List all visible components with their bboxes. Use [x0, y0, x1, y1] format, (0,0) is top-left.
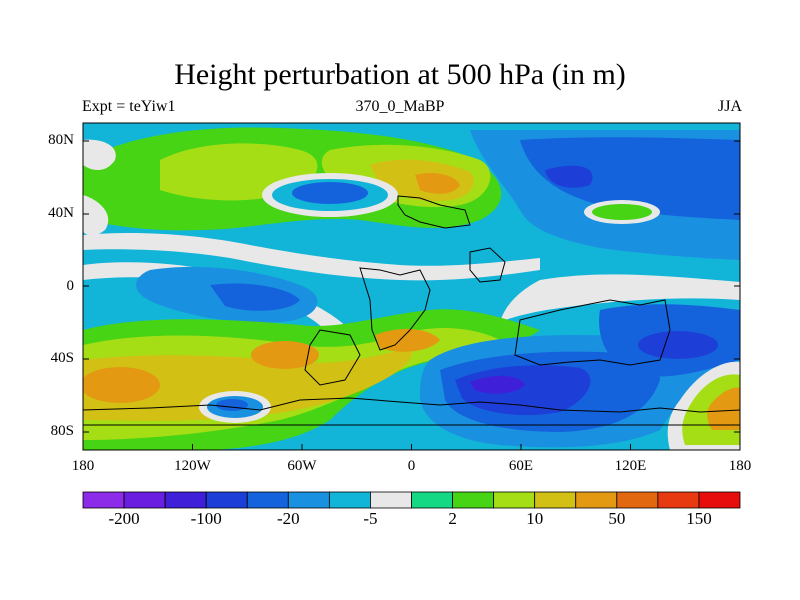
colorbar-swatch	[657, 491, 700, 509]
colorbar-swatch	[246, 491, 289, 509]
colorbar-label: 150	[686, 509, 712, 528]
latitude-label: 40S	[50, 350, 74, 367]
axis-ticks	[82, 140, 741, 450]
coastline-europe	[397, 195, 471, 229]
field-eurasia-low-core	[520, 137, 740, 220]
colorbar-swatch	[493, 491, 536, 509]
latitude-label: 80N	[48, 132, 74, 149]
contour-field	[83, 123, 740, 450]
field-australia-low-core	[638, 331, 718, 359]
longitude-label: 120E	[614, 458, 647, 474]
colorbar	[82, 491, 741, 509]
colorbar-swatch	[287, 491, 330, 509]
latitude-label: 0	[66, 277, 75, 294]
colorbar-swatch	[616, 491, 659, 509]
field-w-patch	[83, 195, 109, 236]
field-indian-low-peak	[470, 375, 525, 394]
field-npac-low-core	[292, 182, 368, 204]
coastline-africa	[359, 267, 431, 351]
season-label: JJA	[717, 98, 742, 115]
colorbar-swatch	[698, 491, 741, 509]
field-eurasia-low-peak	[545, 165, 593, 188]
colorbar-swatch	[123, 491, 166, 509]
colorbar-swatch	[328, 491, 371, 509]
colorbar-swatch	[534, 491, 577, 509]
longitude-label: 60W	[287, 458, 317, 474]
longitude-label: 180	[71, 458, 95, 474]
longitude-label: 60E	[508, 458, 534, 474]
colorbar-label: 2	[448, 509, 457, 528]
colorbar-label: -5	[363, 509, 378, 528]
coastline-south-america	[304, 329, 361, 386]
field-band-equator-north	[83, 233, 540, 281]
colorbar-swatch	[164, 491, 207, 509]
colorbar-label: -200	[108, 509, 140, 528]
coastlines	[83, 195, 740, 426]
colorbar-label: -20	[276, 509, 300, 528]
period-label: 370_0_MaBP	[355, 98, 445, 115]
colorbar-swatch	[452, 491, 495, 509]
field-south-high-peak-west	[83, 367, 160, 403]
colorbar-label: 10	[526, 509, 544, 528]
colorbar-label: -100	[190, 509, 222, 528]
field-se-high-core	[707, 387, 740, 430]
latitude-label: 40N	[48, 204, 74, 221]
latitude-label: 80S	[50, 422, 74, 439]
coastline-australia	[514, 299, 671, 366]
field-band-indian	[500, 274, 740, 322]
colorbar-swatch	[370, 491, 412, 509]
field-tropical-low-core	[210, 283, 300, 311]
longitude-label: 120W	[174, 458, 211, 474]
colorbar-swatch	[411, 491, 453, 509]
colorbar-swatch	[575, 491, 618, 509]
field-south-high-core	[83, 348, 412, 421]
field-south-high-peak-central	[251, 341, 319, 369]
field-nw-patch	[83, 139, 116, 170]
map-title: Height perturbation at 500 hPa (in m)	[174, 58, 626, 91]
longitude-label: 0	[407, 458, 416, 474]
colorbar-swatch	[82, 491, 125, 509]
coastline-arabia	[469, 247, 506, 283]
coastline-antarctica	[83, 397, 740, 426]
field-antarctic-low-core	[216, 399, 248, 411]
experiment-label: Expt = teYiw1	[82, 98, 176, 115]
longitude-label: 180	[728, 458, 752, 474]
field-ne-high-core	[592, 204, 652, 220]
colorbar-swatch	[205, 491, 248, 509]
field-east-high-peak	[415, 173, 460, 194]
colorbar-label: 50	[608, 509, 626, 528]
